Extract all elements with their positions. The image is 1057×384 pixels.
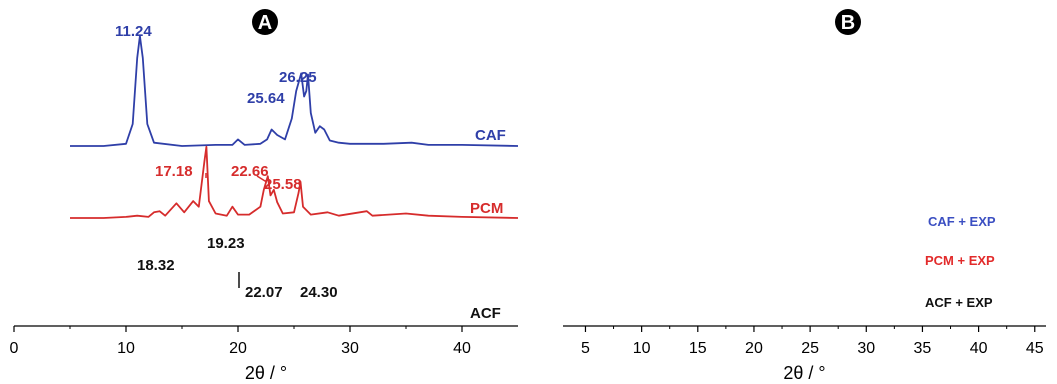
peak-label-25-58: 25.58 bbox=[264, 176, 302, 193]
peak-label-18-32: 18.32 bbox=[137, 257, 175, 274]
panel-b-x-tick-label: 35 bbox=[914, 340, 932, 357]
peak-label-22-07: 22.07 bbox=[245, 284, 283, 301]
peak-label-26-25: 26.25 bbox=[279, 69, 317, 86]
panel-b-x-tick-label: 45 bbox=[1026, 340, 1044, 357]
panel-a: A 0 10 20 30 40 2θ / ° CAF PCM ACF 11.24 25.64 26.25… bbox=[10, 9, 519, 383]
panel-a-label: A bbox=[258, 12, 272, 34]
peak-label-11-24: 11.24 bbox=[115, 23, 152, 40]
peak-label-24-30: 24.30 bbox=[300, 284, 338, 301]
series-caf-exp-label: CAF + EXP bbox=[928, 214, 996, 229]
series-caf-line bbox=[70, 35, 519, 147]
panel-a-x-axis-label: 2θ / ° bbox=[245, 363, 287, 383]
series-pcm-line bbox=[70, 145, 519, 219]
series-pcm-label: PCM bbox=[470, 200, 503, 217]
series-acf-label: ACF bbox=[470, 305, 501, 322]
peak-label-25-64: 25.64 bbox=[247, 90, 285, 107]
panel-b-x-tick-label: 30 bbox=[857, 340, 875, 357]
panel-a-x-tick-label: 10 bbox=[117, 340, 135, 357]
series-caf-label: CAF bbox=[475, 127, 506, 144]
panel-b-x-tick-label: 20 bbox=[745, 340, 763, 357]
panel-b-x-tick-label: 25 bbox=[801, 340, 819, 357]
panel-a-x-tick-label: 30 bbox=[341, 340, 359, 357]
peak-label-22-66: 22.66 bbox=[231, 163, 269, 180]
series-acf-exp-label: ACF + EXP bbox=[925, 295, 993, 310]
panel-a-x-tick-label: 0 bbox=[10, 340, 19, 357]
peak-label-17-18: 17.18 bbox=[155, 163, 193, 180]
series-pcm-exp-label: PCM + EXP bbox=[925, 253, 995, 268]
panel-b: B 5 10 15 20 25 30 35 40 45 2θ / ° CAF + EXP PCM + E… bbox=[563, 9, 1046, 383]
panel-a-badge bbox=[252, 9, 278, 35]
panel-b-x-tick-label: 40 bbox=[970, 340, 988, 357]
peak-22-66-leader bbox=[256, 175, 266, 182]
panel-b-x-axis-label: 2θ / ° bbox=[783, 363, 825, 383]
panel-b-x-tick-label: 10 bbox=[633, 340, 651, 357]
peak-label-19-23: 19.23 bbox=[207, 235, 245, 252]
panel-a-x-tick-label: 20 bbox=[229, 340, 247, 357]
panel-b-x-tick-label: 15 bbox=[689, 340, 707, 357]
panel-b-label: B bbox=[841, 12, 855, 34]
panel-a-x-tick-label: 40 bbox=[453, 340, 471, 357]
panel-b-badge bbox=[835, 9, 861, 35]
panel-b-x-tick-label: 5 bbox=[581, 340, 590, 357]
